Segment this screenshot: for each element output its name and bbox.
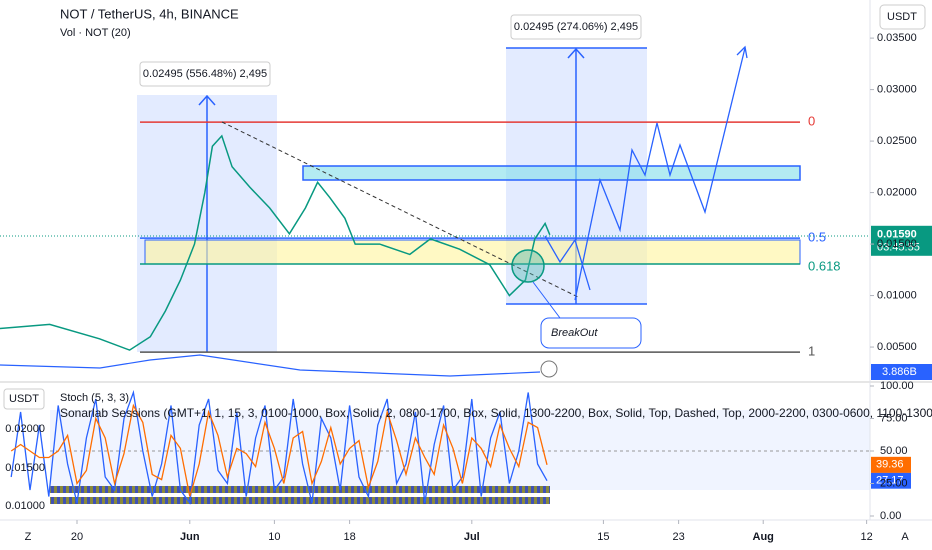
fib-label: 0.618 — [808, 258, 841, 273]
y-tick-label: 0.03000 — [877, 83, 917, 95]
currency[interactable]: USDT — [887, 11, 917, 23]
left-tick: 0.01000 — [5, 500, 45, 512]
price-tag-text: 0.01590 — [877, 229, 917, 241]
resistance-zone — [302, 165, 801, 181]
stoch-tick-label: 100.00 — [880, 380, 914, 392]
support-zone — [144, 239, 801, 265]
arrow-head — [567, 47, 585, 59]
x-tick-label: Jul — [464, 531, 480, 543]
stoch-line — [10, 389, 548, 505]
volume-ma — [0, 354, 541, 377]
stoch-tick-label: 75.00 — [880, 412, 908, 424]
stoch-tag-text: 39.36 — [876, 459, 904, 471]
left-tick: 0.02000 — [5, 423, 45, 435]
volume-tag — [871, 364, 932, 380]
stoch-tick-label: 25.00 — [880, 477, 908, 489]
x-tick-label: Aug — [753, 531, 774, 543]
price-line — [0, 134, 551, 351]
left-tick: 0.01500 — [5, 462, 45, 474]
sessions-label: Sonarlab Sessions (GMT+1, 1, 15, 3, 0100… — [60, 406, 932, 420]
trend-line — [221, 121, 581, 299]
stoch-line — [10, 403, 548, 497]
arrow-head — [198, 94, 216, 106]
x-tick-label: Jun — [180, 531, 200, 543]
measure-label: 0.02495 (274.06%) 2,495 — [514, 21, 638, 33]
stoch-tag — [871, 472, 911, 489]
footer-a[interactable]: A — [901, 531, 909, 543]
stoch-tick-label: 0.00 — [880, 510, 901, 522]
session-bar — [50, 486, 550, 493]
fib-label: 0 — [808, 114, 815, 129]
price-tag — [871, 225, 932, 256]
y-tick-label: 0.01000 — [877, 289, 917, 301]
stoch-title: Stoch (5, 3, 3) — [60, 392, 129, 404]
x-tick-label: 15 — [597, 531, 609, 543]
measure-label-box — [139, 61, 271, 87]
callout-line — [532, 281, 561, 319]
measure-label-box — [510, 14, 642, 40]
fib-label: 1 — [808, 344, 815, 359]
x-tick-label: 18 — [343, 531, 355, 543]
y-tick-label: 0.02500 — [877, 135, 917, 147]
axis-label-box — [3, 388, 45, 410]
stoch-tick-label: 50.00 — [880, 445, 908, 457]
symbol-title: NOT / TetherUS, 4h, BINANCE — [60, 6, 239, 21]
x-tick-label: 23 — [672, 531, 684, 543]
stoch-tag-text: 27.17 — [876, 475, 904, 487]
footer-z[interactable]: Z — [25, 531, 32, 543]
countdown: 03:45:55 — [877, 242, 920, 254]
event-icon — [540, 360, 558, 378]
stoch-tag — [871, 456, 911, 473]
measure-label: 0.02495 (556.48%) 2,495 — [143, 68, 267, 80]
y-tick-label: 0.00500 — [877, 341, 917, 353]
volume-tag-text: 3.886B — [882, 366, 917, 378]
y-tick-label: 0.01500 — [877, 238, 917, 250]
x-tick-label: 10 — [268, 531, 280, 543]
breakout-circle — [511, 249, 545, 283]
session-bar — [50, 497, 550, 504]
volume-label: Vol · NOT (20) — [60, 27, 131, 39]
projection — [574, 47, 746, 301]
callout-box — [540, 317, 642, 349]
currency-button[interactable] — [879, 4, 926, 30]
arrow-head — [736, 45, 748, 59]
y-tick-label: 0.02000 — [877, 186, 917, 198]
callout-text: BreakOut — [551, 327, 598, 339]
left-axis-label: USDT — [9, 393, 39, 405]
x-tick-label: 12 — [860, 531, 872, 543]
x-tick-label: 20 — [71, 531, 83, 543]
fib-label: 0.5 — [808, 230, 826, 245]
y-tick-label: 0.03500 — [877, 32, 917, 44]
